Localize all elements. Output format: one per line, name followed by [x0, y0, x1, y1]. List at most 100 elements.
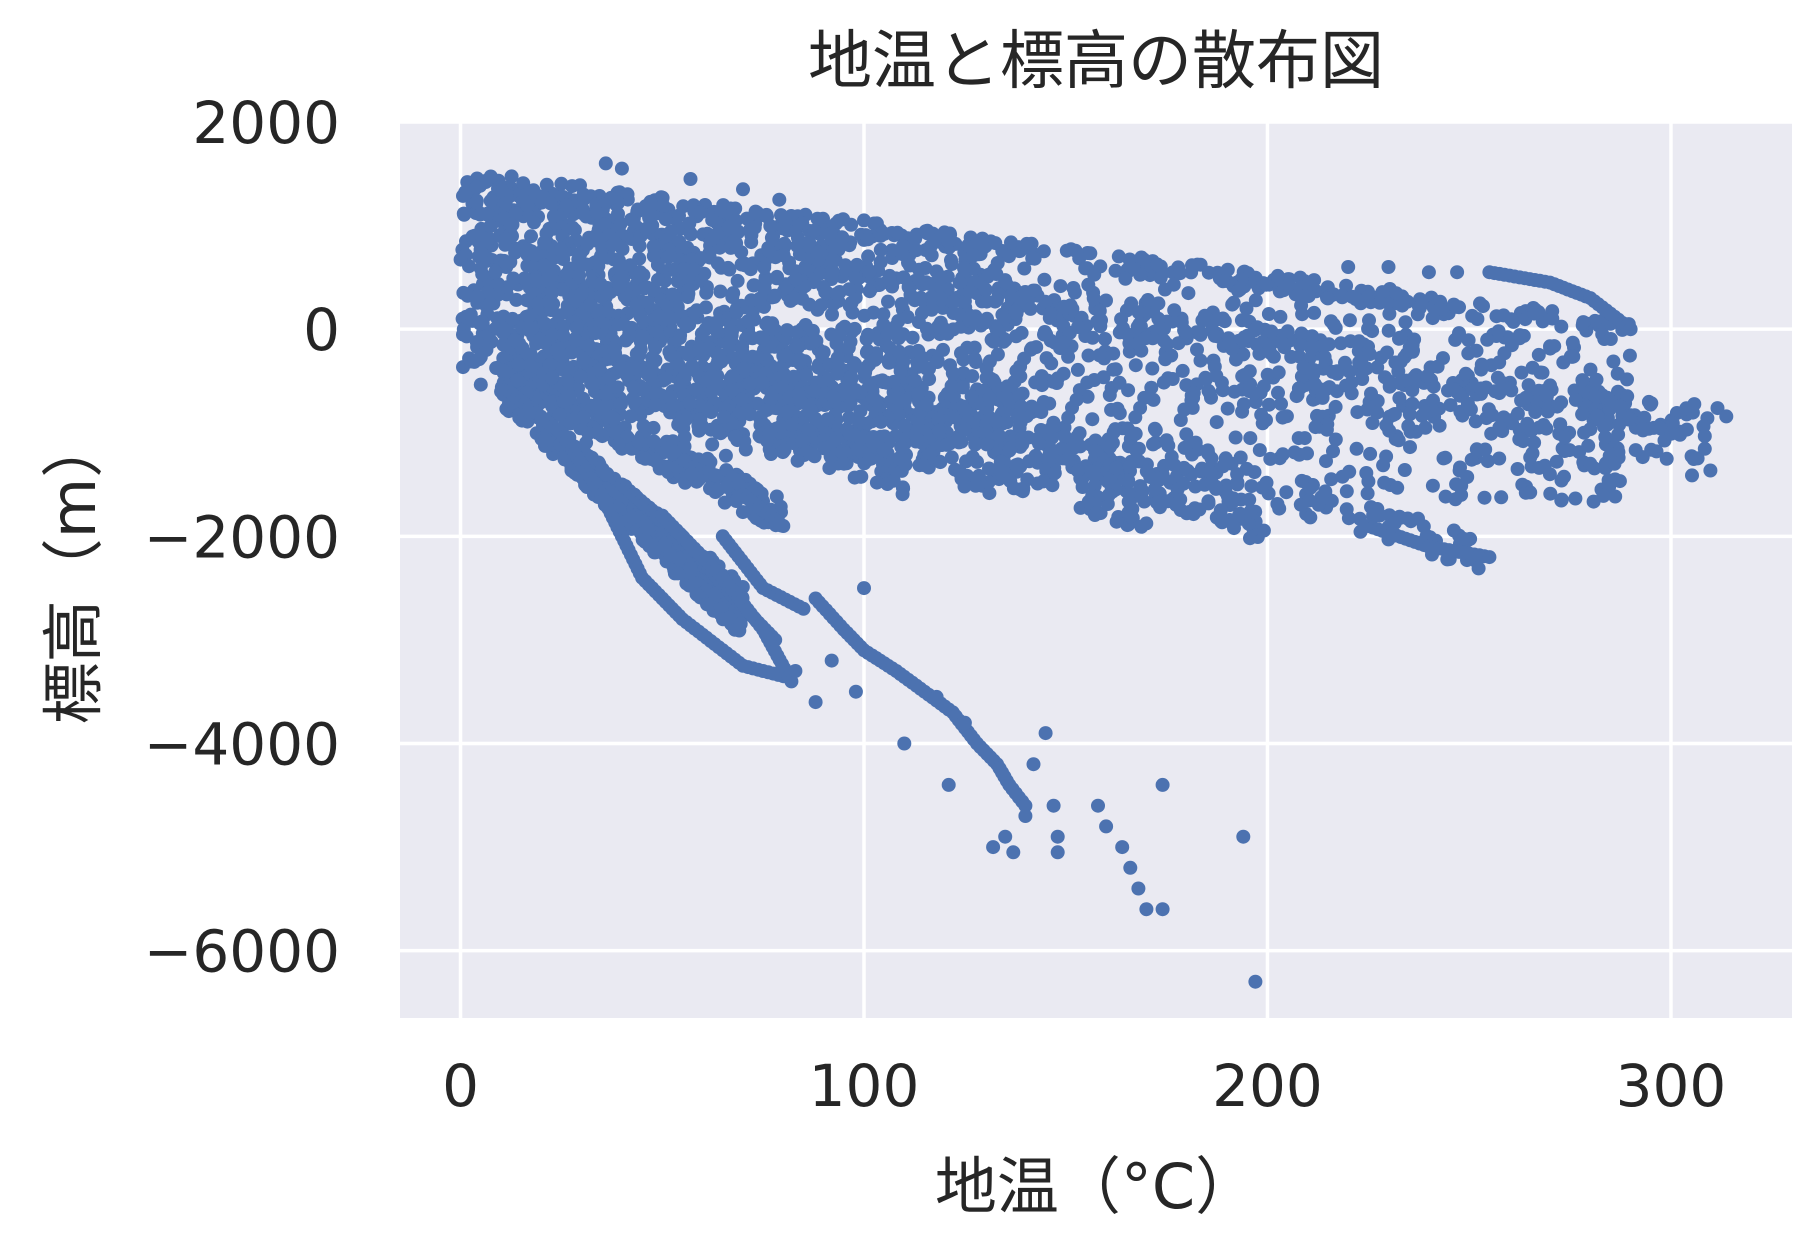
data-point	[862, 265, 877, 279]
data-point	[918, 261, 933, 275]
data-point	[517, 271, 532, 286]
data-point	[1324, 472, 1339, 487]
data-point	[527, 247, 542, 262]
data-point	[762, 244, 777, 259]
data-point	[1382, 306, 1397, 321]
data-point	[888, 319, 903, 334]
data-point	[1335, 469, 1350, 484]
data-point	[1147, 421, 1162, 436]
data-point	[760, 315, 775, 330]
data-point	[700, 403, 715, 417]
data-point	[671, 358, 686, 373]
data-point	[847, 359, 861, 374]
data-point	[1426, 393, 1440, 408]
data-point	[992, 462, 1007, 477]
data-point	[1342, 313, 1357, 328]
data-point	[674, 414, 689, 429]
data-point	[1236, 397, 1251, 412]
data-point	[1122, 459, 1137, 474]
data-point	[1023, 301, 1038, 316]
data-point	[1232, 282, 1247, 297]
data-point	[1237, 368, 1252, 382]
data-point	[1568, 491, 1583, 506]
data-point	[1008, 304, 1023, 319]
data-point	[1038, 726, 1053, 741]
data-point	[593, 277, 608, 292]
data-point	[700, 451, 715, 466]
data-point	[1719, 409, 1734, 424]
data-point	[651, 272, 665, 287]
data-point	[967, 351, 982, 366]
data-point	[892, 451, 907, 466]
data-point	[1140, 293, 1155, 307]
data-point	[998, 829, 1013, 844]
data-point	[1145, 361, 1160, 376]
data-point	[531, 297, 545, 311]
data-point	[989, 292, 1004, 307]
data-point	[687, 305, 702, 320]
data-point	[1387, 407, 1402, 421]
data-point	[1087, 267, 1102, 282]
data-point	[767, 289, 782, 304]
data-point	[537, 235, 552, 250]
data-point	[911, 343, 926, 358]
data-point	[1425, 478, 1440, 493]
data-point	[873, 242, 888, 257]
data-point	[616, 317, 631, 332]
data-point	[1644, 442, 1659, 457]
data-point	[1568, 392, 1583, 407]
data-point	[474, 246, 489, 260]
data-point	[1102, 439, 1117, 454]
data-point	[807, 223, 822, 238]
data-point	[1018, 809, 1033, 823]
data-point	[1354, 355, 1369, 370]
data-point	[1460, 396, 1475, 411]
data-point	[1057, 299, 1072, 314]
data-point	[1318, 484, 1333, 499]
data-point	[1319, 454, 1333, 469]
data-point	[1050, 829, 1065, 844]
data-point	[820, 412, 835, 427]
y-tick-label: −4000	[144, 711, 340, 779]
data-point	[1203, 465, 1218, 479]
data-point	[574, 286, 589, 301]
data-point	[573, 246, 588, 261]
data-point	[642, 206, 657, 221]
data-point	[1000, 379, 1015, 394]
data-point	[1102, 388, 1117, 402]
data-point	[1641, 394, 1656, 409]
data-point	[913, 290, 928, 305]
data-point	[1026, 757, 1041, 772]
data-point	[966, 248, 981, 263]
data-point	[957, 422, 972, 437]
data-point	[713, 284, 728, 299]
data-point	[1131, 336, 1146, 351]
data-point	[1368, 508, 1383, 523]
data-point	[1128, 410, 1143, 425]
data-point	[671, 566, 685, 581]
data-point	[805, 323, 820, 338]
data-point	[970, 454, 984, 469]
data-point	[599, 467, 614, 482]
data-point	[710, 376, 725, 391]
data-point	[1514, 365, 1529, 380]
data-point	[911, 386, 926, 401]
data-point	[1201, 265, 1216, 280]
data-point	[1050, 845, 1065, 860]
data-point	[1109, 460, 1124, 475]
data-point	[748, 204, 763, 219]
data-point	[1017, 351, 1032, 366]
data-point	[1153, 270, 1168, 285]
data-point	[1480, 332, 1495, 347]
data-point	[682, 395, 697, 410]
data-point	[1247, 323, 1262, 338]
data-point	[816, 345, 831, 360]
data-point	[556, 394, 571, 409]
data-point	[1319, 422, 1334, 437]
data-point	[874, 414, 888, 429]
data-point	[964, 389, 979, 404]
data-point	[734, 257, 749, 272]
data-point	[1406, 343, 1420, 358]
data-point	[614, 161, 629, 176]
data-point	[1291, 431, 1306, 446]
